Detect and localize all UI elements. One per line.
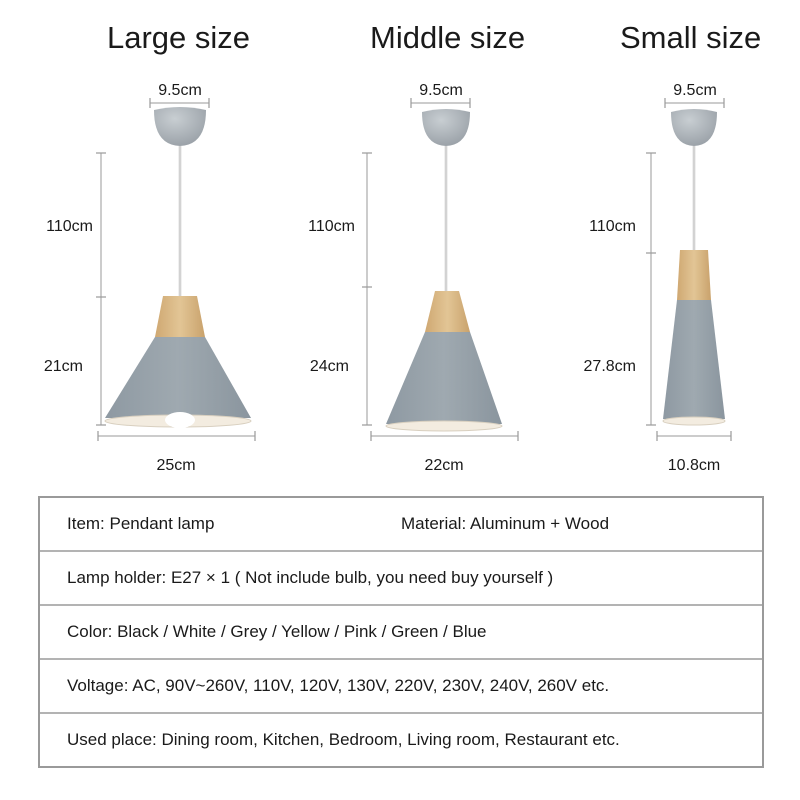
height-dimension-middle: 110cm 24cm bbox=[308, 152, 372, 426]
wood-top-small bbox=[677, 250, 711, 300]
title-small-size: Small size bbox=[620, 20, 762, 55]
shade-height-label-small: 27.8cm bbox=[584, 358, 636, 375]
shade-width-label-large: 25cm bbox=[156, 457, 195, 474]
spec-row-voltage: Voltage: AC, 90V~260V, 110V, 120V, 130V,… bbox=[40, 660, 762, 714]
canopy-middle bbox=[422, 109, 470, 146]
shade-width-dimension-middle: 22cm bbox=[370, 431, 519, 474]
spec-used-place: Used place: Dining room, Kitchen, Bedroo… bbox=[67, 730, 620, 749]
bulb-large bbox=[165, 412, 195, 428]
lamp-middle: 9.5cm 110cm 24cm 22cm bbox=[308, 82, 519, 474]
lamp-dimension-illustration: 9.5cm 110cm 21cm 25cm bbox=[44, 82, 732, 474]
spec-row-color: Color: Black / White / Grey / Yellow / P… bbox=[40, 606, 762, 660]
title-middle-size: Middle size bbox=[370, 20, 526, 55]
title-large-size: Large size bbox=[107, 20, 251, 55]
spec-voltage: Voltage: AC, 90V~260V, 110V, 120V, 130V,… bbox=[67, 676, 610, 695]
shade-height-label-large: 21cm bbox=[44, 358, 83, 375]
canopy-width-dimension-middle: 9.5cm bbox=[410, 82, 471, 108]
shade-width-label-middle: 22cm bbox=[424, 457, 463, 474]
lamp-large: 9.5cm 110cm 21cm 25cm bbox=[44, 82, 256, 474]
spec-row-used-place: Used place: Dining room, Kitchen, Bedroo… bbox=[40, 714, 762, 766]
cord-length-label-small: 110cm bbox=[589, 218, 636, 235]
shade-width-dimension-small: 10.8cm bbox=[656, 431, 732, 474]
canopy-width-dimension-large: 9.5cm bbox=[149, 82, 210, 108]
spec-color: Color: Black / White / Grey / Yellow / P… bbox=[67, 622, 487, 641]
shade-opening-small bbox=[662, 416, 726, 426]
spec-row-lamp-holder: Lamp holder: E27 × 1 ( Not include bulb,… bbox=[40, 552, 762, 606]
shade-width-dimension-large: 25cm bbox=[97, 431, 256, 474]
cord-length-label-large: 110cm bbox=[46, 218, 93, 235]
canopy-large bbox=[154, 107, 206, 146]
specification-table: Item: Pendant lamp Material: Aluminum + … bbox=[38, 496, 764, 768]
shade-opening-middle bbox=[385, 420, 503, 432]
cord-length-label-middle: 110cm bbox=[308, 218, 355, 235]
spec-lamp-holder: Lamp holder: E27 × 1 ( Not include bulb,… bbox=[67, 568, 554, 587]
canopy-width-label-middle: 9.5cm bbox=[419, 82, 463, 99]
shade-large bbox=[105, 337, 251, 418]
canopy-small bbox=[671, 109, 717, 146]
lamp-small: 9.5cm 110cm 27.8cm 10.8cm bbox=[584, 82, 732, 474]
shade-width-label-small: 10.8cm bbox=[668, 457, 720, 474]
height-dimension-large: 110cm 21cm bbox=[44, 152, 106, 426]
canopy-width-label-large: 9.5cm bbox=[158, 82, 202, 99]
height-dimension-small: 110cm 27.8cm bbox=[584, 152, 656, 426]
shade-height-label-middle: 24cm bbox=[310, 358, 349, 375]
spec-item: Item: Pendant lamp bbox=[67, 514, 215, 533]
spec-row-item-material: Item: Pendant lamp Material: Aluminum + … bbox=[40, 498, 762, 552]
shade-small bbox=[663, 300, 725, 419]
shade-middle bbox=[386, 332, 502, 424]
wood-top-middle bbox=[425, 291, 470, 332]
spec-material: Material: Aluminum + Wood bbox=[401, 514, 610, 533]
wood-top-large bbox=[155, 296, 205, 337]
canopy-width-dimension-small: 9.5cm bbox=[664, 82, 725, 108]
canopy-width-label-small: 9.5cm bbox=[673, 82, 717, 99]
